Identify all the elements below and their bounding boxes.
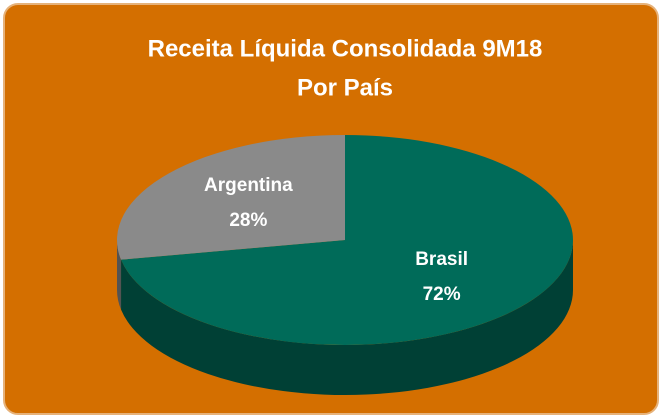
slice-side <box>117 240 122 310</box>
slice-label: Argentina <box>204 175 293 196</box>
chart-title: Receita Líquida Consolidada 9M18 <box>148 35 543 62</box>
value-label: 28% <box>229 210 267 231</box>
value-label: 72% <box>423 284 461 305</box>
chart-title: Por País <box>297 74 393 101</box>
slice <box>121 135 573 345</box>
slice-label: Brasil <box>415 249 468 270</box>
slice <box>116 135 345 260</box>
slice-side <box>121 240 573 396</box>
